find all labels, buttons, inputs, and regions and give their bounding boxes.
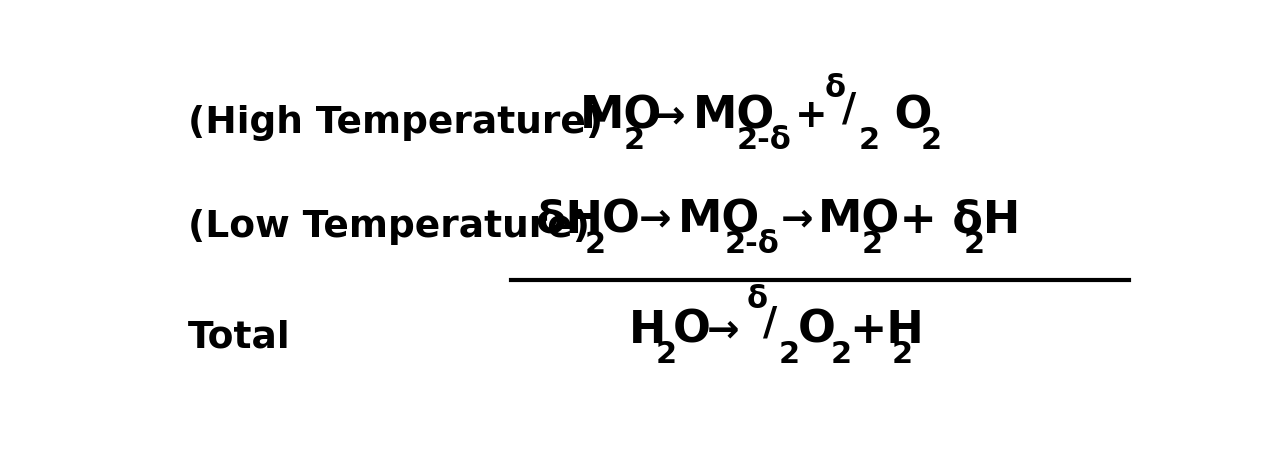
Text: MO: MO [678,198,760,241]
Text: /: / [842,90,856,128]
Text: MO: MO [818,198,901,241]
Text: 2: 2 [921,126,942,155]
Text: →: → [639,201,672,239]
Text: →: → [653,97,686,135]
Text: 2: 2 [861,229,883,259]
Text: 2: 2 [655,340,677,369]
Text: +H: +H [849,309,923,352]
Text: Total: Total [187,319,290,355]
Text: O: O [879,95,932,137]
Text: 2-δ: 2-δ [725,229,779,259]
Text: MO: MO [692,95,774,137]
Text: O: O [602,198,640,241]
Text: 2: 2 [892,340,912,369]
Text: 2: 2 [779,340,799,369]
Text: O: O [797,309,835,352]
Text: H: H [629,309,667,352]
Text: 2: 2 [859,126,880,155]
Text: 2: 2 [624,126,645,155]
Text: +: + [796,97,829,135]
Text: δ: δ [746,285,768,314]
Text: →: → [781,201,813,239]
Text: →: → [707,312,740,349]
Text: + δH: + δH [883,198,1020,241]
Text: O: O [673,309,711,352]
Text: δH: δH [535,198,603,241]
Text: MO: MO [579,95,662,137]
Text: 2: 2 [964,229,985,259]
Text: δ: δ [825,74,846,103]
Text: (High Temperature): (High Temperature) [187,105,602,141]
Text: 2: 2 [584,229,606,259]
Text: 2-δ: 2-δ [736,126,792,155]
Text: /: / [763,304,777,343]
Text: (Low Temperature): (Low Temperature) [187,209,589,245]
Text: 2: 2 [831,340,851,369]
